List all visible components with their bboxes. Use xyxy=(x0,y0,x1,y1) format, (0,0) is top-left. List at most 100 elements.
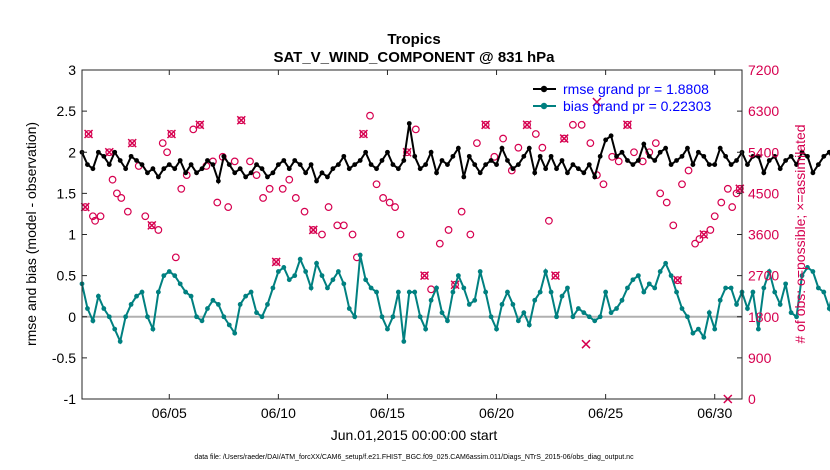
bias-point xyxy=(488,314,494,320)
rmse-point xyxy=(537,153,543,159)
rmse-point xyxy=(188,162,194,167)
obs-possible-marker xyxy=(523,120,531,129)
bias-point xyxy=(766,269,772,274)
obs-assimilated-marker xyxy=(127,138,137,148)
bias-point xyxy=(265,302,270,307)
rmse-point xyxy=(603,137,609,143)
rmse-point xyxy=(635,158,641,163)
rmse-point xyxy=(701,153,707,159)
bias-point xyxy=(319,273,325,279)
rmse-point xyxy=(450,153,456,159)
y-tick-label-left: 2 xyxy=(68,144,76,160)
rmse-point xyxy=(183,170,189,176)
bias-point xyxy=(259,314,265,320)
obs-possible-marker xyxy=(379,194,387,202)
rmse-point xyxy=(565,170,570,176)
rmse-point xyxy=(777,166,783,172)
rmse-point xyxy=(172,166,178,172)
y-axis-label-left: rmse and bias (model - observation) xyxy=(23,122,39,346)
bias-point xyxy=(401,339,407,344)
bias-point xyxy=(826,306,830,311)
rmse-point xyxy=(723,153,729,159)
y-tick-label-right: 3600 xyxy=(748,227,779,243)
rmse-point xyxy=(608,133,614,139)
rmse-point xyxy=(625,158,630,163)
rmse-point xyxy=(128,153,134,159)
rmse-point xyxy=(488,158,494,163)
rmse-point xyxy=(221,153,227,159)
obs-assimilated-marker xyxy=(699,229,709,240)
obs-possible-marker xyxy=(586,139,595,148)
rmse-point xyxy=(243,174,249,180)
obs-possible-marker xyxy=(195,120,204,129)
rmse-series xyxy=(79,121,830,185)
rmse-point xyxy=(750,153,756,159)
obs-assimilated-marker xyxy=(522,120,532,130)
obs-possible-marker xyxy=(673,276,682,285)
obs-possible-marker xyxy=(339,221,348,230)
bias-point xyxy=(357,252,363,258)
bias-point xyxy=(177,281,183,287)
obs-assimilated-marker xyxy=(420,271,430,281)
obs-possible-marker xyxy=(224,203,233,211)
rmse-point xyxy=(123,166,129,172)
rmse-point xyxy=(597,153,603,159)
bias-point xyxy=(188,293,194,299)
bias-point xyxy=(477,269,483,274)
bias-point xyxy=(668,273,674,279)
rmse-point xyxy=(139,162,145,167)
bias-point xyxy=(128,302,134,307)
bias-point xyxy=(805,265,810,270)
obs-possible-marker xyxy=(154,226,163,234)
bias-point xyxy=(706,310,712,316)
obs-assimilated-marker xyxy=(195,120,205,130)
rmse-point xyxy=(412,153,418,159)
rmse-point xyxy=(390,162,396,167)
rmse-point xyxy=(286,166,292,172)
rmse-point xyxy=(783,158,789,163)
obs-possible-marker xyxy=(691,239,699,248)
rmse-point xyxy=(515,162,521,167)
bias-point xyxy=(521,310,527,316)
rmse-point xyxy=(761,170,767,176)
bias-point xyxy=(799,273,805,279)
obs-possible-marker xyxy=(128,139,137,148)
rmse-point xyxy=(532,170,538,176)
obs-possible-marker xyxy=(695,235,704,243)
x-tick-label: 06/05 xyxy=(152,405,187,421)
obs-assimilated-marker xyxy=(559,134,569,144)
rmse-point xyxy=(586,162,592,167)
rmse-point xyxy=(205,158,210,163)
obs-possible-marker xyxy=(391,203,399,211)
rmse-point xyxy=(428,149,434,155)
bias-point xyxy=(619,297,625,303)
obs-possible-marker xyxy=(309,226,318,234)
rmse-point xyxy=(734,158,739,163)
bias-point xyxy=(657,269,663,274)
bias-point xyxy=(570,314,576,320)
bias-point xyxy=(385,326,390,332)
bias-point xyxy=(417,314,423,320)
obs-possible-marker xyxy=(678,180,686,189)
obs-assimilated-marker xyxy=(166,129,176,139)
bias-point xyxy=(297,256,303,262)
bias-point xyxy=(777,302,783,307)
obs-possible-marker xyxy=(167,130,176,138)
bias-point xyxy=(581,310,587,316)
bias-point xyxy=(674,289,679,295)
rmse-point xyxy=(821,153,827,159)
obs-possible-marker xyxy=(457,207,466,216)
obs-possible-marker xyxy=(669,221,678,230)
bias-point xyxy=(499,302,505,307)
obs-possible-marker xyxy=(324,203,333,211)
obs-possible-marker xyxy=(577,120,586,129)
obs-possible-marker xyxy=(551,271,560,280)
bias-point xyxy=(821,289,827,295)
bias-point xyxy=(325,285,330,291)
obs-possible-marker xyxy=(651,139,660,148)
obs-possible-marker xyxy=(96,212,105,221)
rmse-point xyxy=(619,149,625,155)
rmse-point xyxy=(177,158,183,163)
rmse-point xyxy=(101,153,107,159)
bias-point xyxy=(734,302,739,307)
